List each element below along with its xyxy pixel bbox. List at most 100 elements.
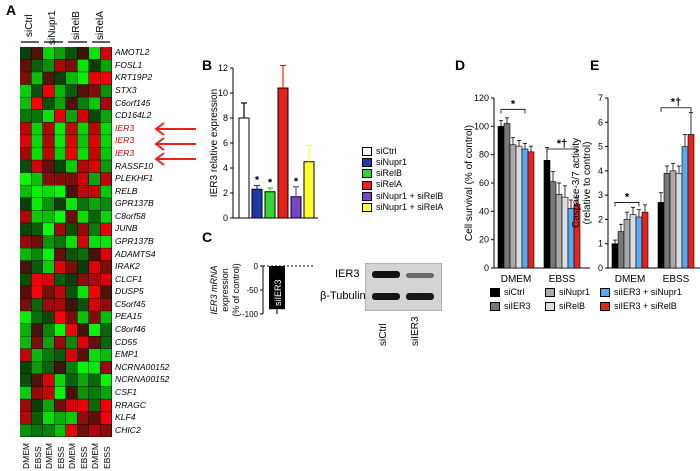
legend-swatch <box>362 169 372 179</box>
bar <box>303 161 315 219</box>
heatmap-cell <box>100 248 112 261</box>
legend-entry: siNupr1 <box>362 157 443 168</box>
legend-b: siCtrl siNupr1 siRelB siRelA siNupr1 + siRel… <box>362 146 443 213</box>
heatmap-cell <box>77 424 89 437</box>
gene-label: CHIC2 <box>115 424 141 435</box>
heatmap-cell <box>43 147 54 160</box>
western-band-label-tubulin: β-Tubulin <box>320 290 366 302</box>
heatmap-cell <box>89 210 100 223</box>
heatmap-cell <box>43 348 54 362</box>
heatmap-cell <box>100 210 112 223</box>
heatmap-cell <box>54 223 66 236</box>
bar <box>675 172 683 269</box>
legend-entry: siRelA <box>362 179 443 190</box>
y-tick-label: 12 <box>218 63 228 73</box>
y-axis-label: (relative to control) <box>582 142 593 225</box>
legend-entry: siIER3 <box>490 301 531 312</box>
panel-letter-c: C <box>202 229 213 245</box>
gene-label: AMOTL2 <box>115 47 150 58</box>
gene-label: EMP1 <box>115 349 139 360</box>
heatmap-cell <box>66 185 77 198</box>
legend-label: siCtrl <box>504 287 525 297</box>
heatmap-cell <box>43 298 54 311</box>
heatmap-cell <box>54 260 66 274</box>
heatmap-cell <box>89 424 100 437</box>
y-axis-label: expression <box>220 268 230 312</box>
legend-entry: siCtrl <box>490 287 525 298</box>
heatmap-cell <box>31 47 43 60</box>
significance-bracket <box>500 108 526 114</box>
heatmap-cell <box>43 336 54 349</box>
heatmap-cell <box>77 147 89 160</box>
heatmap-cell <box>54 135 66 148</box>
heatmap-cell <box>20 172 31 185</box>
bar <box>497 126 505 269</box>
y-tick-label: 80 <box>479 150 489 160</box>
heatmap-cell <box>43 135 54 148</box>
heatmap-cell <box>66 348 77 362</box>
gene-label: IRAK2 <box>115 261 140 272</box>
heatmap-cell <box>66 210 77 223</box>
heatmap-cell <box>31 109 43 123</box>
y-tick-label: 4 <box>598 166 603 176</box>
bar <box>629 214 637 269</box>
heatmap-cell <box>77 185 89 198</box>
heatmap-cell <box>77 361 89 374</box>
heatmap-cell <box>31 235 43 248</box>
heatmap-cell <box>89 374 100 387</box>
heatmap-cell <box>54 197 66 211</box>
heatmap-cell <box>31 361 43 374</box>
significance-bracket <box>546 148 578 153</box>
heatmap-cell <box>20 273 31 286</box>
gene-label: KLF4 <box>115 412 136 423</box>
heatmap-cell <box>89 109 100 123</box>
heatmap-cell <box>89 47 100 60</box>
condition-label: DMEM <box>67 443 77 469</box>
legend-label: siIER3 <box>504 301 531 311</box>
heatmap-cell <box>43 72 54 85</box>
significance-marker: * <box>511 98 516 110</box>
heatmap-cell <box>77 97 89 110</box>
heatmap-cell <box>66 223 77 236</box>
legend-label: siNupr1 + siRelA <box>376 201 444 212</box>
heatmap-cell <box>77 399 89 412</box>
heatmap-cell <box>100 311 112 324</box>
bar <box>687 134 695 269</box>
gene-label: CD164L2 <box>115 110 152 121</box>
heatmap-cell <box>66 248 77 261</box>
significance-marker: *† <box>557 138 567 150</box>
heatmap-cell <box>77 348 89 362</box>
legend-label: siIER3 + siRelB <box>614 301 677 311</box>
legend-label: siNupr1 <box>559 287 591 297</box>
legend-swatch <box>362 147 372 157</box>
heatmap-cell <box>31 411 43 425</box>
heatmap-cell <box>77 59 89 72</box>
gene-label: GPR137B <box>115 198 154 209</box>
heatmap-cell <box>43 399 54 412</box>
heatmap-cell <box>100 260 112 274</box>
heatmap-cell <box>43 386 54 399</box>
heatmap-cell <box>100 361 112 374</box>
heatmap-cell <box>20 59 31 72</box>
heatmap-cell <box>20 411 31 425</box>
y-tick-label: 120 <box>474 93 489 103</box>
heatmap-cell <box>43 361 54 374</box>
y-tick-label: 100 <box>474 121 489 131</box>
heatmap-cell <box>89 336 100 349</box>
heatmap-cell <box>77 260 89 274</box>
heatmap-cell <box>54 185 66 198</box>
heatmap-cell <box>89 160 100 173</box>
heatmap-grid <box>20 47 112 437</box>
condition-label: EBSS <box>55 446 66 469</box>
heatmap-cell <box>89 172 100 185</box>
heatmap-cell <box>20 374 31 387</box>
chart-c-ier3-mrna: 0 -50 -100 siIER3 IER3 mRNA expression (% of c… <box>209 262 313 319</box>
gene-label: C8orf46 <box>115 324 146 335</box>
heatmap-cell <box>43 47 54 60</box>
significance-bracket <box>614 202 640 207</box>
heatmap-cell <box>77 235 89 248</box>
significance-marker: * <box>625 191 630 203</box>
heatmap-cell <box>54 399 66 412</box>
heatmap-cell <box>31 223 43 236</box>
legend-label: siNupr1 <box>376 157 408 168</box>
